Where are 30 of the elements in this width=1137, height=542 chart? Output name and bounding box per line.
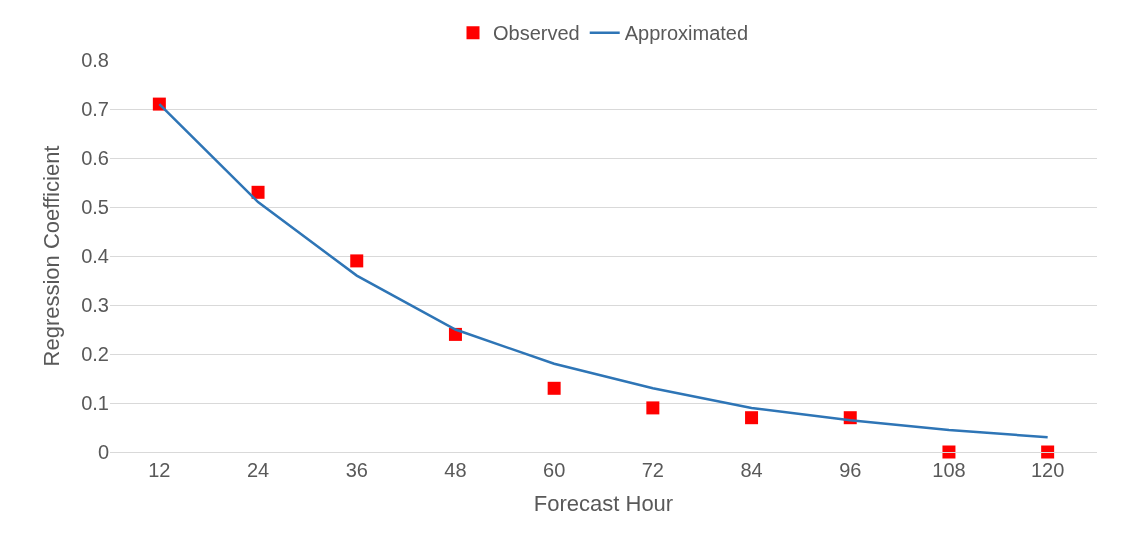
x-tick-label: 96 [839, 459, 862, 481]
x-tick-label: 108 [932, 459, 966, 481]
y-tick-label: 0.1 [81, 392, 109, 414]
y-tick-label: 0.5 [81, 196, 109, 218]
x-tick-label: 48 [444, 459, 467, 481]
y-tick-label: 0.4 [81, 245, 109, 267]
y-axis-title: Regression Coefficient [38, 145, 64, 367]
point [547, 381, 561, 395]
point [745, 411, 759, 425]
point [1041, 445, 1055, 459]
y-tick-label: 0.3 [81, 294, 109, 316]
y-tick-label: 0.2 [81, 343, 109, 365]
x-tick-label: 120 [1030, 459, 1065, 481]
x-tick-label: 12 [148, 459, 171, 481]
x-tick-label: 72 [641, 459, 664, 481]
x-tick-label: 60 [543, 459, 566, 481]
point [646, 401, 660, 415]
y-tick-label: 0.8 [81, 49, 109, 71]
legend-label: Approximated [624, 22, 749, 45]
y-tick-label: 0.7 [81, 98, 109, 120]
y-tick-label: 0.6 [81, 147, 109, 169]
point [942, 445, 956, 459]
point [350, 254, 364, 268]
x-tick-label: 84 [740, 459, 763, 481]
legend-label: Observed [493, 22, 580, 45]
y-tick-label: 0 [97, 441, 109, 463]
x-axis-title: Forecast Hour [533, 490, 674, 516]
point [251, 185, 265, 199]
x-tick-label: 24 [246, 459, 270, 481]
x-tick-label: 36 [345, 459, 368, 481]
